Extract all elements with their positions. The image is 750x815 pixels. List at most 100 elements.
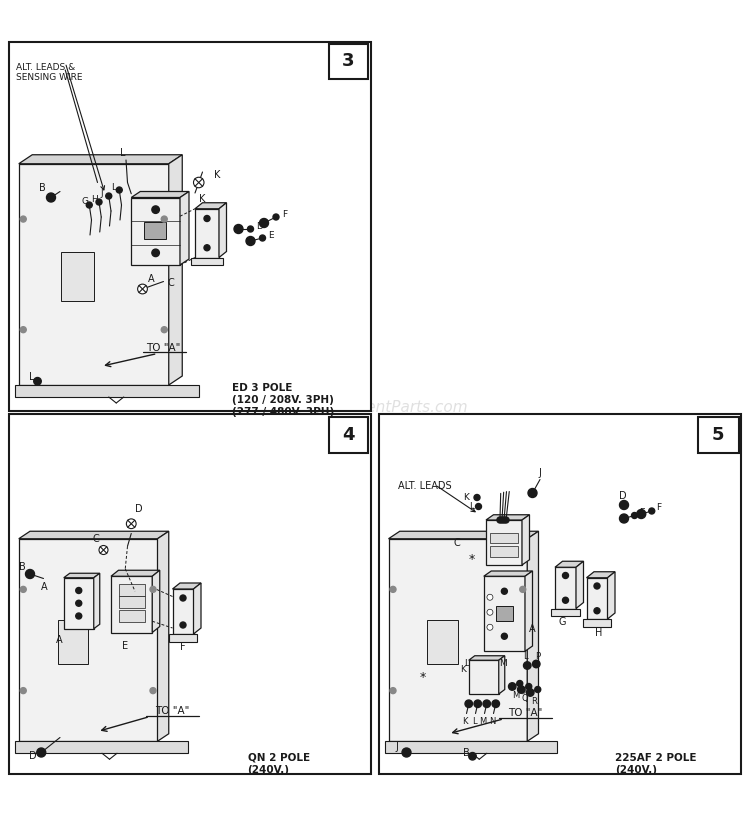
Circle shape [474, 495, 480, 500]
Circle shape [503, 517, 509, 523]
Circle shape [194, 177, 204, 187]
Polygon shape [499, 656, 505, 694]
Circle shape [152, 206, 159, 214]
Circle shape [594, 608, 600, 614]
Text: L: L [472, 716, 476, 725]
Text: D: D [256, 222, 263, 231]
Polygon shape [427, 619, 458, 664]
Polygon shape [15, 385, 199, 397]
Circle shape [273, 214, 279, 220]
Text: D: D [135, 504, 142, 513]
Text: QN 2 POLE
(240V.): QN 2 POLE (240V.) [248, 753, 310, 774]
Polygon shape [94, 573, 100, 628]
Text: D: D [28, 751, 36, 761]
Circle shape [126, 519, 136, 529]
Circle shape [20, 586, 26, 593]
Polygon shape [145, 222, 166, 240]
Text: K: K [214, 170, 220, 180]
Circle shape [76, 588, 82, 593]
Text: Q: Q [522, 694, 528, 703]
Text: A: A [41, 583, 48, 593]
Circle shape [562, 597, 568, 603]
Circle shape [248, 226, 254, 232]
Text: F: F [180, 642, 186, 653]
Polygon shape [180, 192, 189, 265]
Text: G: G [559, 617, 566, 627]
Bar [379, 413, 741, 773]
Text: TO "A": TO "A" [508, 708, 542, 719]
Polygon shape [158, 531, 169, 742]
Circle shape [37, 748, 46, 757]
Text: R: R [531, 697, 537, 706]
Text: L: L [524, 652, 528, 661]
Bar [9, 413, 371, 773]
Polygon shape [219, 203, 226, 258]
Text: ED 3 POLE
(120 / 208V. 3PH)
(277 / 480V. 3PH): ED 3 POLE (120 / 208V. 3PH) (277 / 480V.… [232, 383, 334, 416]
Circle shape [518, 685, 525, 694]
Circle shape [483, 700, 490, 707]
Circle shape [150, 586, 156, 593]
Text: D: D [620, 491, 627, 501]
Text: A: A [148, 274, 154, 284]
Text: M: M [479, 716, 487, 725]
Circle shape [161, 216, 167, 222]
Text: J: J [395, 742, 398, 751]
Circle shape [532, 660, 540, 667]
Circle shape [492, 700, 500, 707]
Polygon shape [61, 253, 94, 301]
Polygon shape [484, 571, 532, 576]
Circle shape [501, 588, 507, 594]
Circle shape [487, 624, 493, 630]
Bar [118, 584, 145, 597]
Polygon shape [111, 576, 152, 632]
Text: F: F [282, 210, 287, 219]
Text: B: B [19, 562, 26, 571]
Polygon shape [385, 742, 557, 753]
Text: F: F [656, 504, 662, 513]
Text: L: L [470, 502, 475, 511]
Polygon shape [608, 572, 615, 619]
Circle shape [76, 613, 82, 619]
Polygon shape [15, 742, 188, 753]
Polygon shape [586, 578, 608, 619]
Polygon shape [388, 531, 538, 539]
Text: N: N [489, 716, 495, 725]
Text: 3: 3 [342, 52, 354, 70]
Circle shape [150, 688, 156, 694]
Text: B: B [39, 183, 46, 193]
Text: H: H [91, 195, 98, 204]
Text: J: J [100, 188, 103, 197]
Text: E: E [268, 231, 274, 240]
Bar [118, 610, 145, 622]
Circle shape [260, 235, 266, 241]
Circle shape [465, 700, 472, 707]
Circle shape [526, 684, 532, 689]
Polygon shape [194, 583, 201, 634]
Text: E: E [639, 508, 644, 517]
Text: A: A [56, 635, 63, 645]
Bar [490, 546, 518, 557]
Circle shape [246, 236, 255, 245]
Circle shape [501, 633, 507, 639]
Text: L: L [464, 659, 470, 668]
Circle shape [524, 662, 531, 669]
Polygon shape [586, 572, 615, 578]
Text: A: A [529, 623, 536, 634]
Bar [328, 44, 368, 79]
Polygon shape [169, 634, 197, 641]
Text: 225AF 2 POLE
(240V.): 225AF 2 POLE (240V.) [615, 753, 697, 774]
Circle shape [204, 215, 210, 222]
Circle shape [497, 517, 503, 523]
Circle shape [594, 583, 600, 589]
Text: K: K [460, 666, 466, 675]
Circle shape [517, 681, 523, 686]
Circle shape [469, 752, 476, 760]
Text: TO "A": TO "A" [155, 707, 190, 716]
Circle shape [161, 327, 167, 333]
Bar [698, 416, 739, 452]
Circle shape [501, 517, 507, 523]
Circle shape [390, 688, 396, 694]
Circle shape [632, 513, 638, 518]
Text: E: E [122, 641, 128, 651]
Polygon shape [64, 578, 94, 628]
